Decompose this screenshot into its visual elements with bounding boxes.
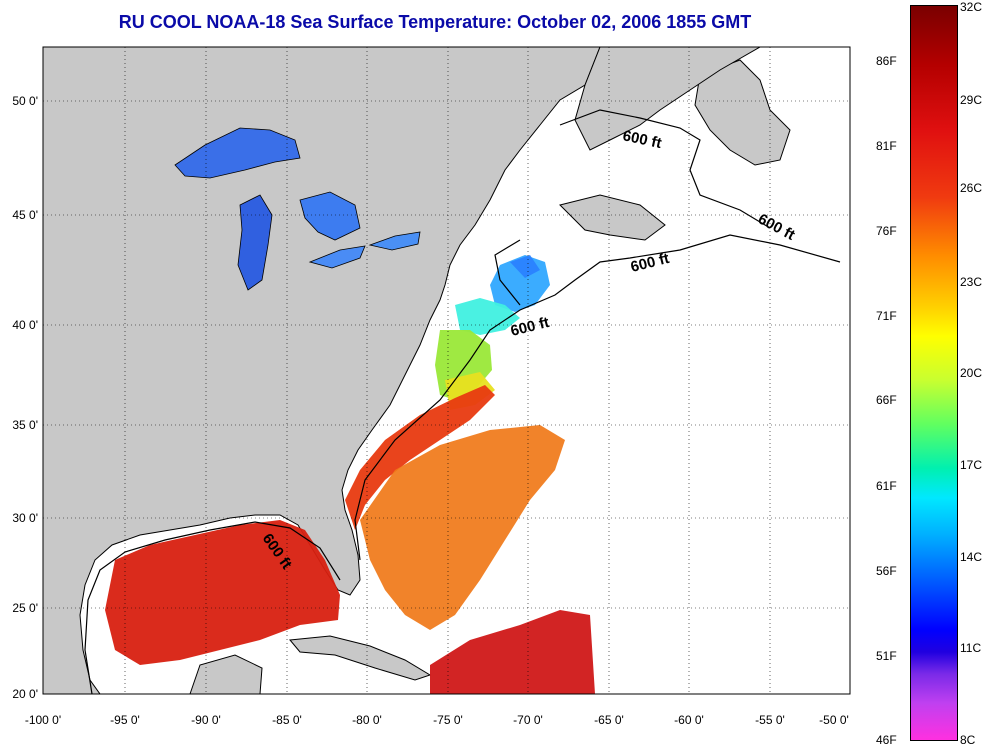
lake-erie [308,245,366,269]
sst-new-england-shelf [455,298,520,335]
lon-tick: -60 0' [674,713,704,727]
colorbar-label-fahrenheit: 86F [876,54,897,68]
lon-tick: -95 0' [110,713,140,727]
colorbar-label-celsius: 29C [960,93,983,107]
colorbar-label-fahrenheit: 56F [876,564,897,578]
lon-tick: -70 0' [513,713,543,727]
colorbar-label-fahrenheit: 76F [876,224,897,238]
sst-caribbean [430,610,595,694]
colorbar-label-fahrenheit: 46F [876,733,897,747]
land-nova-scotia [559,194,666,241]
colorbar-label-fahrenheit: 66F [876,393,897,407]
lat-tick: 45 0' [12,208,38,222]
lake-superior [174,127,301,179]
colorbar-label-fahrenheit: 61F [876,479,897,493]
lat-tick: 25 0' [12,601,38,615]
colorbar-label-celsius: 20C [960,366,983,380]
colorbar-label-celsius: 11C [960,641,982,655]
sst-gulf-of-mexico [105,520,340,665]
temperature-colorbar [910,5,958,741]
latitude-labels: 50 0' 45 0' 40 0' 35 0' 30 0' 25 0' 20 0… [12,94,38,701]
lat-tick: 40 0' [12,318,38,332]
graticule [43,47,850,694]
lon-tick: -75 0' [433,713,463,727]
lat-tick: 20 0' [12,687,38,701]
lon-tick: -65 0' [594,713,624,727]
colorbar-label-celsius: 32C [960,0,983,14]
lon-tick: -90 0' [191,713,221,727]
lon-tick: -85 0' [272,713,302,727]
lon-tick: -100 0' [25,713,61,727]
depth-contour-600ft [84,109,841,694]
lon-tick: -80 0' [352,713,382,727]
sst-bay-of-fundy [510,255,540,278]
sst-sargasso [360,425,565,630]
lake-michigan [237,194,273,291]
colorbar-label-celsius: 17C [960,458,983,472]
lon-tick: -55 0' [755,713,785,727]
map-frame [42,46,851,695]
colorbar-label-fahrenheit: 71F [876,309,897,323]
colorbar-label-celsius: 23C [960,275,983,289]
colorbar-label-celsius: 14C [960,550,983,564]
land-north-america [43,47,601,694]
lake-ontario [368,231,421,251]
lat-tick: 30 0' [12,511,38,525]
longitude-labels: -100 0' -95 0' -90 0' -85 0' -80 0' -75 … [25,713,849,727]
lat-tick: 35 0' [12,418,38,432]
land-yucatan [189,654,263,694]
land-newfoundland [694,59,791,166]
land-cuba [289,635,432,681]
lon-tick: -50 0' [819,713,849,727]
colorbar-label-fahrenheit: 51F [876,649,897,663]
lake-huron [299,191,361,241]
colorbar-label-celsius: 26C [960,181,983,195]
colorbar-label-fahrenheit: 81F [876,139,897,153]
sst-gulf-stream [345,385,495,530]
map-title: RU COOL NOAA-18 Sea Surface Temperature:… [118,12,752,32]
lat-tick: 50 0' [12,94,38,108]
colorbar-label-celsius: 8C [960,733,976,747]
land-labrador [574,47,762,151]
